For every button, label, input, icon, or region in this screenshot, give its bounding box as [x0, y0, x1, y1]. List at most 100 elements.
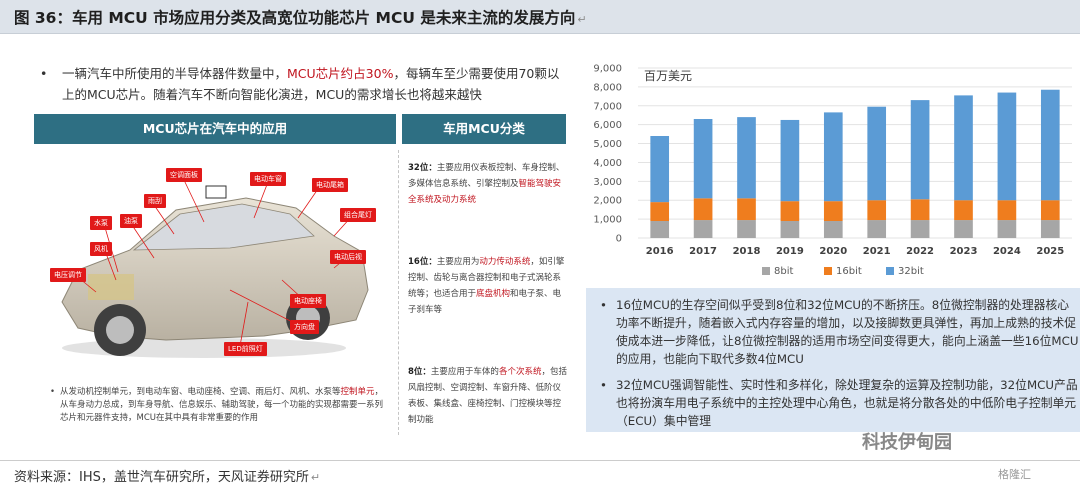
source-text: 资料来源：IHS，盖世汽车研究所，天风证券研究所 ↵	[14, 470, 321, 485]
x-tick-label: 2017	[689, 246, 717, 257]
class-32bit-tag: 32位：	[408, 163, 437, 173]
bar-8bit	[737, 220, 756, 238]
y-tick-label: 7,000	[593, 101, 622, 112]
x-tick-label: 2018	[733, 246, 761, 257]
bar-8bit	[1040, 220, 1060, 238]
mcu-share-highlight: MCU芯片约占30%	[287, 66, 394, 81]
label-power-seat: 电动座椅	[290, 294, 326, 308]
y-tick-label: 8,000	[593, 82, 622, 93]
label-power-mirror: 电动后视	[330, 250, 366, 264]
notes-box: • 16位MCU的生存空间似乎受到8位和32位MCU的不断挤压。8位微控制器的处…	[586, 288, 1080, 432]
bar-32bit	[650, 136, 670, 203]
bar-32bit	[737, 117, 756, 199]
label-led-headlight: LED前照灯	[224, 342, 267, 356]
source-divider	[0, 460, 1080, 461]
bar-32bit	[867, 106, 887, 201]
bar-32bit	[1040, 89, 1060, 201]
x-tick-label: 2025	[1036, 246, 1064, 257]
dashed-divider	[398, 150, 399, 435]
label-combo-lamp: 组合尾灯	[340, 208, 376, 222]
application-bullet: • 从发动机控制单元，到电动车窗、电动座椅、空调、雨后灯、风机、水泵等控制单元，…	[50, 386, 390, 425]
bar-16bit	[1040, 200, 1060, 221]
class-16bit-tag: 16位：	[408, 257, 437, 267]
gelonghui-watermark: 格隆汇	[998, 468, 1031, 481]
legend-label-8bit: 8bit	[774, 266, 793, 277]
title-bar: 图 36：车用 MCU 市场应用分类及高宽位功能芯片 MCU 是未来主流的发展方…	[0, 0, 1080, 34]
x-tick-label: 2016	[646, 246, 674, 257]
bullet-dot: •	[600, 298, 607, 312]
bar-32bit	[693, 119, 713, 199]
legend-label-32bit: 32bit	[898, 266, 924, 277]
header-mcu-classes: 车用MCU分类	[402, 114, 566, 144]
bar-16bit	[910, 199, 930, 221]
x-tick-label: 2022	[906, 246, 934, 257]
label-fuel-pump: 油泵	[120, 214, 142, 228]
bar-8bit	[650, 221, 670, 238]
note-32bit: • 32位MCU强调智能性、实时性和多样化，除处理复杂的运算及控制功能，32位M…	[600, 376, 1080, 430]
class-8bit-tag: 8位：	[408, 367, 431, 377]
y-tick-label: 6,000	[593, 120, 622, 131]
car-wheel-front	[94, 304, 146, 356]
label-wiper: 雨刮	[144, 194, 166, 208]
label-steering: 方向盘	[290, 320, 319, 334]
y-tick-label: 4,000	[593, 158, 622, 169]
bar-16bit	[823, 201, 843, 221]
bar-32bit	[780, 119, 800, 202]
car-windows	[132, 203, 315, 251]
y-tick-label: 3,000	[593, 177, 622, 188]
car-diagram: 空调面板 雨刮 油泵 水泵 风机 电压调节 电动车窗 电动尾箱 组合尾灯 电动后…	[34, 152, 396, 382]
bar-8bit	[823, 221, 843, 238]
mcu-market-chart: 0 1,000 2,000 3,000 4,000 5,000 6,000 7,000 8,00…	[586, 54, 1080, 286]
class-8bit: 8位：主要应用于车体的各个次系统，包括风扇控制、空调控制、车窗升降、低阶仪表板、…	[408, 367, 567, 425]
y-tick-label: 5,000	[593, 139, 622, 150]
y-tick-label: 1,000	[593, 215, 622, 226]
bar-8bit	[954, 220, 973, 238]
class-16bit: 16位：主要应用为动力传动系统，如引擎控制、齿轮与离合器控制和电子式涡轮系统等；…	[408, 257, 565, 315]
legend-label-16bit: 16bit	[836, 266, 862, 277]
bar-32bit	[910, 100, 930, 200]
bullet-dot: •	[600, 378, 607, 392]
bar-32bit	[997, 92, 1017, 201]
chart-unit-label: 百万美元	[644, 69, 692, 83]
bar-16bit	[737, 198, 756, 221]
chart-svg: 0 1,000 2,000 3,000 4,000 5,000 6,000 7,000 8,00…	[593, 64, 1072, 277]
bar-16bit	[954, 200, 973, 221]
bar-8bit	[693, 220, 713, 238]
label-fan: 风机	[90, 242, 112, 256]
wechat-watermark: 科技伊甸园	[862, 432, 952, 453]
return-mark: ↵	[577, 13, 587, 26]
note-32bit-text: 32位MCU强调智能性、实时性和多样化，除处理复杂的运算及控制功能，32位MCU…	[616, 378, 1078, 428]
figure-title: 图 36：车用 MCU 市场应用分类及高宽位功能芯片 MCU 是未来主流的发展方…	[14, 9, 587, 27]
x-tick-label: 2024	[993, 246, 1021, 257]
legend-swatch-16bit	[824, 267, 832, 275]
x-tick-label: 2020	[819, 246, 847, 257]
bar-16bit	[650, 202, 670, 221]
label-power-wing: 电动尾箱	[312, 178, 348, 192]
intro-bullet: • 一辆汽车中所使用的半导体器件数量中，MCU芯片约占30%，每辆车至少需要使用…	[40, 63, 565, 105]
bar-8bit	[997, 220, 1017, 238]
ecu-chip	[205, 185, 227, 199]
bullet-dot: •	[40, 66, 48, 81]
bar-16bit	[693, 198, 713, 221]
application-text: 从发动机控制单元，到电动车窗、电动座椅、空调、雨后灯、风机、水泵等控制单元，从车…	[60, 387, 384, 423]
note-16bit: • 16位MCU的生存空间似乎受到8位和32位MCU的不断挤压。8位微控制器的处…	[600, 296, 1080, 368]
bar-16bit	[867, 200, 887, 221]
x-tick-label: 2019	[776, 246, 804, 257]
bar-8bit	[780, 221, 800, 238]
bar-8bit	[910, 220, 930, 238]
label-water-pump: 水泵	[90, 216, 112, 230]
engine-block	[88, 274, 134, 300]
header-mcu-applications: MCU芯片在汽车中的应用	[34, 114, 396, 144]
y-tick-label: 9,000	[593, 64, 622, 75]
label-ac-panel: 空调面板	[166, 168, 202, 182]
legend-swatch-32bit	[886, 267, 894, 275]
note-16bit-text: 16位MCU的生存空间似乎受到8位和32位MCU的不断挤压。8位微控制器的处理器…	[616, 298, 1079, 366]
intro-text: 一辆汽车中所使用的半导体器件数量中，MCU芯片约占30%，每辆车至少需要使用70…	[62, 66, 560, 102]
bar-16bit	[997, 200, 1017, 221]
x-tick-label: 2021	[863, 246, 891, 257]
label-ac-adjust: 电压调节	[50, 268, 86, 282]
legend-swatch-8bit	[762, 267, 770, 275]
y-tick-label: 2,000	[593, 196, 622, 207]
bullet-dot: •	[50, 387, 56, 397]
bar-8bit	[867, 220, 887, 238]
